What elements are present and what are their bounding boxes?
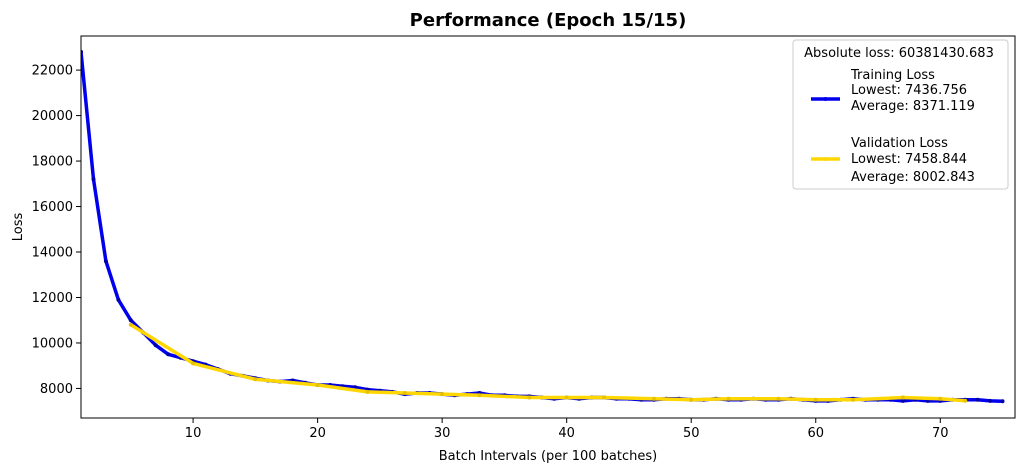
y-axis-label: Loss bbox=[11, 213, 26, 242]
training-loss-point bbox=[988, 398, 993, 403]
validation-loss-point bbox=[689, 397, 694, 402]
validation-loss-point bbox=[564, 395, 569, 400]
training-loss-point bbox=[900, 398, 905, 403]
validation-loss-point bbox=[963, 398, 968, 403]
x-axis-ticks: 10 20 30 40 50 60 70 bbox=[185, 418, 949, 441]
x-tick-label: 50 bbox=[683, 426, 700, 441]
y-tick-label: 14000 bbox=[32, 246, 73, 261]
y-tick-label: 16000 bbox=[32, 200, 73, 215]
training-loss-point bbox=[975, 397, 980, 402]
training-loss-point bbox=[116, 297, 121, 302]
x-tick-label: 30 bbox=[434, 426, 451, 441]
training-loss-point bbox=[128, 318, 133, 323]
legend: Absolute loss: 60381430.683 Training Los… bbox=[792, 39, 1009, 190]
legend-marker-validation bbox=[823, 157, 828, 161]
y-tick-label: 20000 bbox=[32, 109, 73, 124]
validation-loss-point bbox=[776, 396, 781, 401]
legend-validation-lowest: Lowest: 7458.844 bbox=[851, 152, 967, 167]
validation-loss-point bbox=[402, 391, 407, 395]
validation-loss-point bbox=[813, 397, 818, 402]
validation-loss-point bbox=[315, 383, 320, 387]
legend-title: Absolute loss: 60381430.683 bbox=[804, 46, 994, 61]
validation-loss-line bbox=[129, 323, 967, 403]
training-loss-point bbox=[166, 352, 171, 357]
legend-training-average: Average: 8371.119 bbox=[851, 99, 975, 114]
validation-loss-point bbox=[651, 396, 656, 401]
validation-loss-point bbox=[527, 395, 532, 400]
validation-loss-point bbox=[477, 393, 482, 398]
y-tick-label: 8000 bbox=[40, 382, 73, 397]
chart-title: Performance (Epoch 15/15) bbox=[410, 10, 687, 31]
x-tick-label: 70 bbox=[932, 426, 949, 441]
x-tick-label: 20 bbox=[309, 426, 326, 441]
x-tick-label: 10 bbox=[185, 426, 202, 441]
training-loss-point bbox=[1000, 399, 1005, 404]
x-axis-label: Batch Intervals (per 100 batches) bbox=[439, 449, 657, 464]
validation-loss-point bbox=[440, 392, 445, 397]
validation-loss-point bbox=[128, 322, 133, 327]
legend-marker-training bbox=[823, 97, 828, 101]
validation-loss-point bbox=[602, 395, 606, 400]
training-loss-point bbox=[91, 177, 96, 182]
legend-box bbox=[792, 39, 1009, 190]
validation-loss-point bbox=[365, 389, 370, 394]
x-tick-label: 40 bbox=[558, 426, 575, 441]
legend-training-name: Training Loss bbox=[850, 68, 935, 83]
training-loss-point bbox=[103, 259, 108, 264]
y-tick-label: 22000 bbox=[32, 64, 73, 79]
legend-validation-average: Average: 8002.843 bbox=[851, 170, 975, 185]
validation-loss-point bbox=[191, 361, 196, 366]
validation-loss-point bbox=[726, 396, 731, 401]
y-axis-ticks: 8000 10000 12000 14000 16000 18000 20000 22000 bbox=[32, 64, 81, 397]
y-tick-label: 12000 bbox=[32, 291, 73, 306]
validation-loss-point bbox=[851, 397, 856, 402]
y-tick-label: 18000 bbox=[32, 155, 73, 170]
plot-frame bbox=[80, 35, 1016, 419]
legend-validation-name: Validation Loss bbox=[851, 136, 948, 151]
validation-loss-point bbox=[900, 395, 905, 400]
plot-area bbox=[81, 49, 1005, 404]
legend-training-lowest: Lowest: 7436.756 bbox=[851, 83, 967, 98]
validation-loss-point bbox=[253, 377, 258, 382]
x-tick-label: 60 bbox=[807, 426, 824, 441]
series-group bbox=[81, 49, 1005, 404]
y-tick-label: 10000 bbox=[32, 336, 73, 351]
validation-loss-point bbox=[938, 396, 943, 401]
training-loss-point bbox=[153, 343, 158, 348]
